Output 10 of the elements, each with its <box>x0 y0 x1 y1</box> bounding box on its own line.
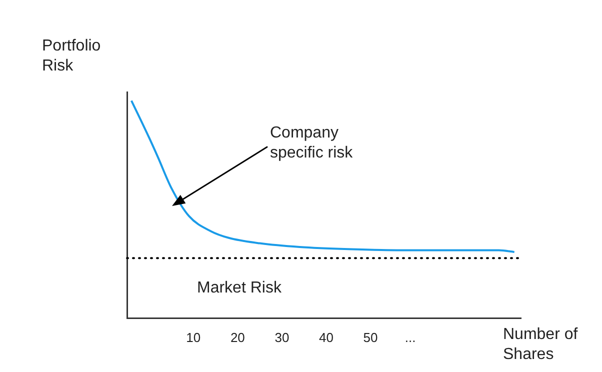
x-tick-label: 50 <box>363 330 378 345</box>
ref-line-label: Market Risk <box>197 280 282 297</box>
annotation: Company specific risk <box>270 124 354 162</box>
x-axis-title: Number of Shares <box>503 326 578 363</box>
y-axis-title: Portfolio Risk <box>42 37 101 74</box>
x-tick-label: 20 <box>230 330 245 345</box>
x-tick-label: 10 <box>186 330 201 345</box>
x-tick-label: ... <box>404 330 416 345</box>
x-tick-label: 40 <box>318 330 334 345</box>
x-tick-label: 30 <box>274 330 290 345</box>
